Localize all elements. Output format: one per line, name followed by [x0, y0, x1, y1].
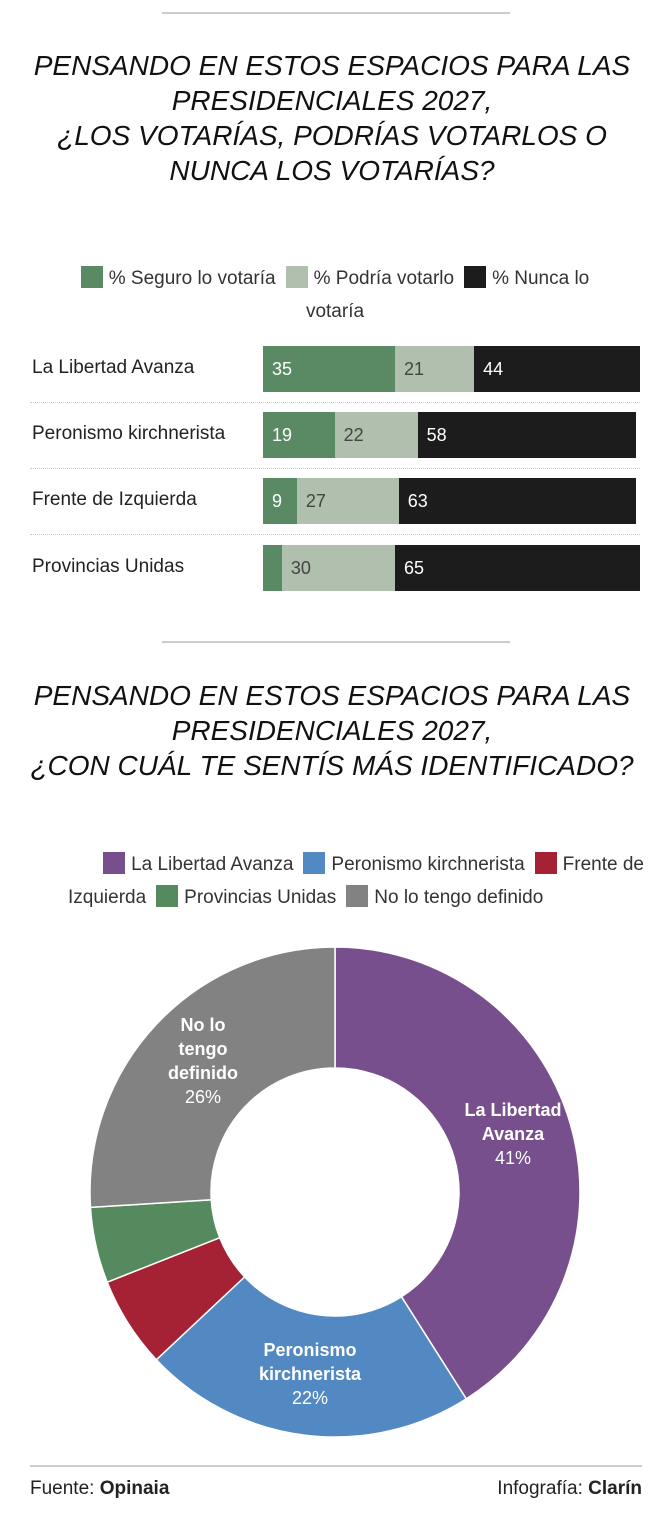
legend-swatch	[464, 266, 487, 288]
slice-label-lla: La Libertad Avanza 41%	[464, 1100, 562, 1168]
bar-chart-title: PENSANDO EN ESTOS ESPACIOS PARA LAS PRES…	[0, 48, 664, 188]
pie-chart-title: PENSANDO EN ESTOS ESPACIOS PARA LAS PRES…	[0, 678, 664, 783]
row-separator	[30, 534, 640, 535]
legend-label: Frente de	[562, 854, 644, 875]
divider	[162, 641, 510, 643]
legend-item: Provincias Unidas	[156, 885, 337, 908]
legend-label: Izquierda	[68, 887, 147, 908]
bar-segment: 44	[474, 346, 640, 392]
source: Fuente: Opinaia	[30, 1478, 170, 1499]
legend-label: No lo tengo definido	[374, 887, 544, 908]
legend-item: No lo tengo definido	[346, 885, 544, 908]
legend-swatch	[103, 852, 126, 874]
title-line: PENSANDO EN ESTOS ESPACIOS PARA LAS	[33, 680, 631, 711]
legend-label: % Nunca lo	[492, 268, 590, 289]
bar-segment: 19	[263, 412, 335, 458]
legend-item: La Libertad Avanza	[103, 852, 294, 875]
legend-swatch	[303, 852, 326, 874]
divider	[30, 1465, 642, 1467]
bar-legend: % Seguro lo votaría % Podría votarlo % Nun…	[30, 262, 640, 328]
bar-segment	[263, 545, 282, 591]
legend-label: votaría	[305, 301, 365, 322]
legend-label: Provincias Unidas	[184, 887, 337, 908]
bar-segment: 65	[394, 545, 640, 591]
bar-segment: 27	[296, 478, 399, 524]
bar-segment: 30	[281, 545, 395, 591]
category-label: Frente de Izquierda	[32, 489, 197, 510]
legend-label: % Seguro lo votaría	[108, 268, 276, 289]
bar-segment: 21	[394, 346, 475, 392]
legend-item: Peronismo kirchnerista	[303, 852, 525, 875]
bar-segment: 22	[334, 412, 418, 458]
legend-swatch	[156, 885, 179, 907]
divider	[162, 12, 510, 14]
donut-slice	[89, 946, 336, 1209]
bar-segment: 58	[417, 412, 637, 458]
slice-label-no-definido: No lo tengo definido 26%	[168, 1015, 238, 1107]
bar-segment: 35	[263, 346, 395, 392]
row-separator	[30, 468, 640, 469]
legend-item: % Seguro lo votaría	[80, 266, 276, 289]
title-line: PRESIDENCIALES 2027,	[171, 85, 493, 116]
category-label: La Libertad Avanza	[32, 357, 195, 378]
legend-label: Peronismo kirchnerista	[331, 854, 525, 875]
legend-label: La Libertad Avanza	[131, 854, 294, 875]
legend-item: % Podría votarlo	[285, 266, 455, 289]
legend-item: Frente de	[534, 852, 644, 875]
pie-legend: La Libertad Avanza Peronismo kirchnerista…	[30, 848, 644, 914]
row-separator	[30, 402, 640, 403]
bar-segment: 9	[263, 478, 297, 524]
title-line: PRESIDENCIALES 2027,	[171, 715, 493, 746]
title-line: NUNCA LOS VOTARÍAS?	[169, 155, 495, 186]
legend-label: % Podría votarlo	[313, 268, 455, 289]
donut-slice	[334, 946, 581, 1400]
bar-segment: 63	[398, 478, 637, 524]
donut-slice	[155, 1275, 468, 1438]
donut-chart	[89, 946, 581, 1438]
title-line: PENSANDO EN ESTOS ESPACIOS PARA LAS	[33, 50, 631, 81]
slice-label-peronismo: Peronismo kirchnerista 22%	[258, 1340, 362, 1408]
title-line: ¿CON CUÁL TE SENTÍS MÁS IDENTIFICADO?	[30, 750, 634, 781]
legend-item: % Nunca lo	[464, 266, 590, 289]
category-label: Peronismo kirchnerista	[32, 423, 226, 444]
legend-swatch	[285, 266, 308, 288]
title-line: ¿LOS VOTARÍAS, PODRÍAS VOTARLOS O	[57, 120, 607, 151]
legend-swatch	[534, 852, 557, 874]
credit: Infografía: Clarín	[497, 1478, 642, 1499]
legend-swatch	[346, 885, 369, 907]
category-label: Provincias Unidas	[32, 556, 185, 577]
legend-swatch	[80, 266, 103, 288]
